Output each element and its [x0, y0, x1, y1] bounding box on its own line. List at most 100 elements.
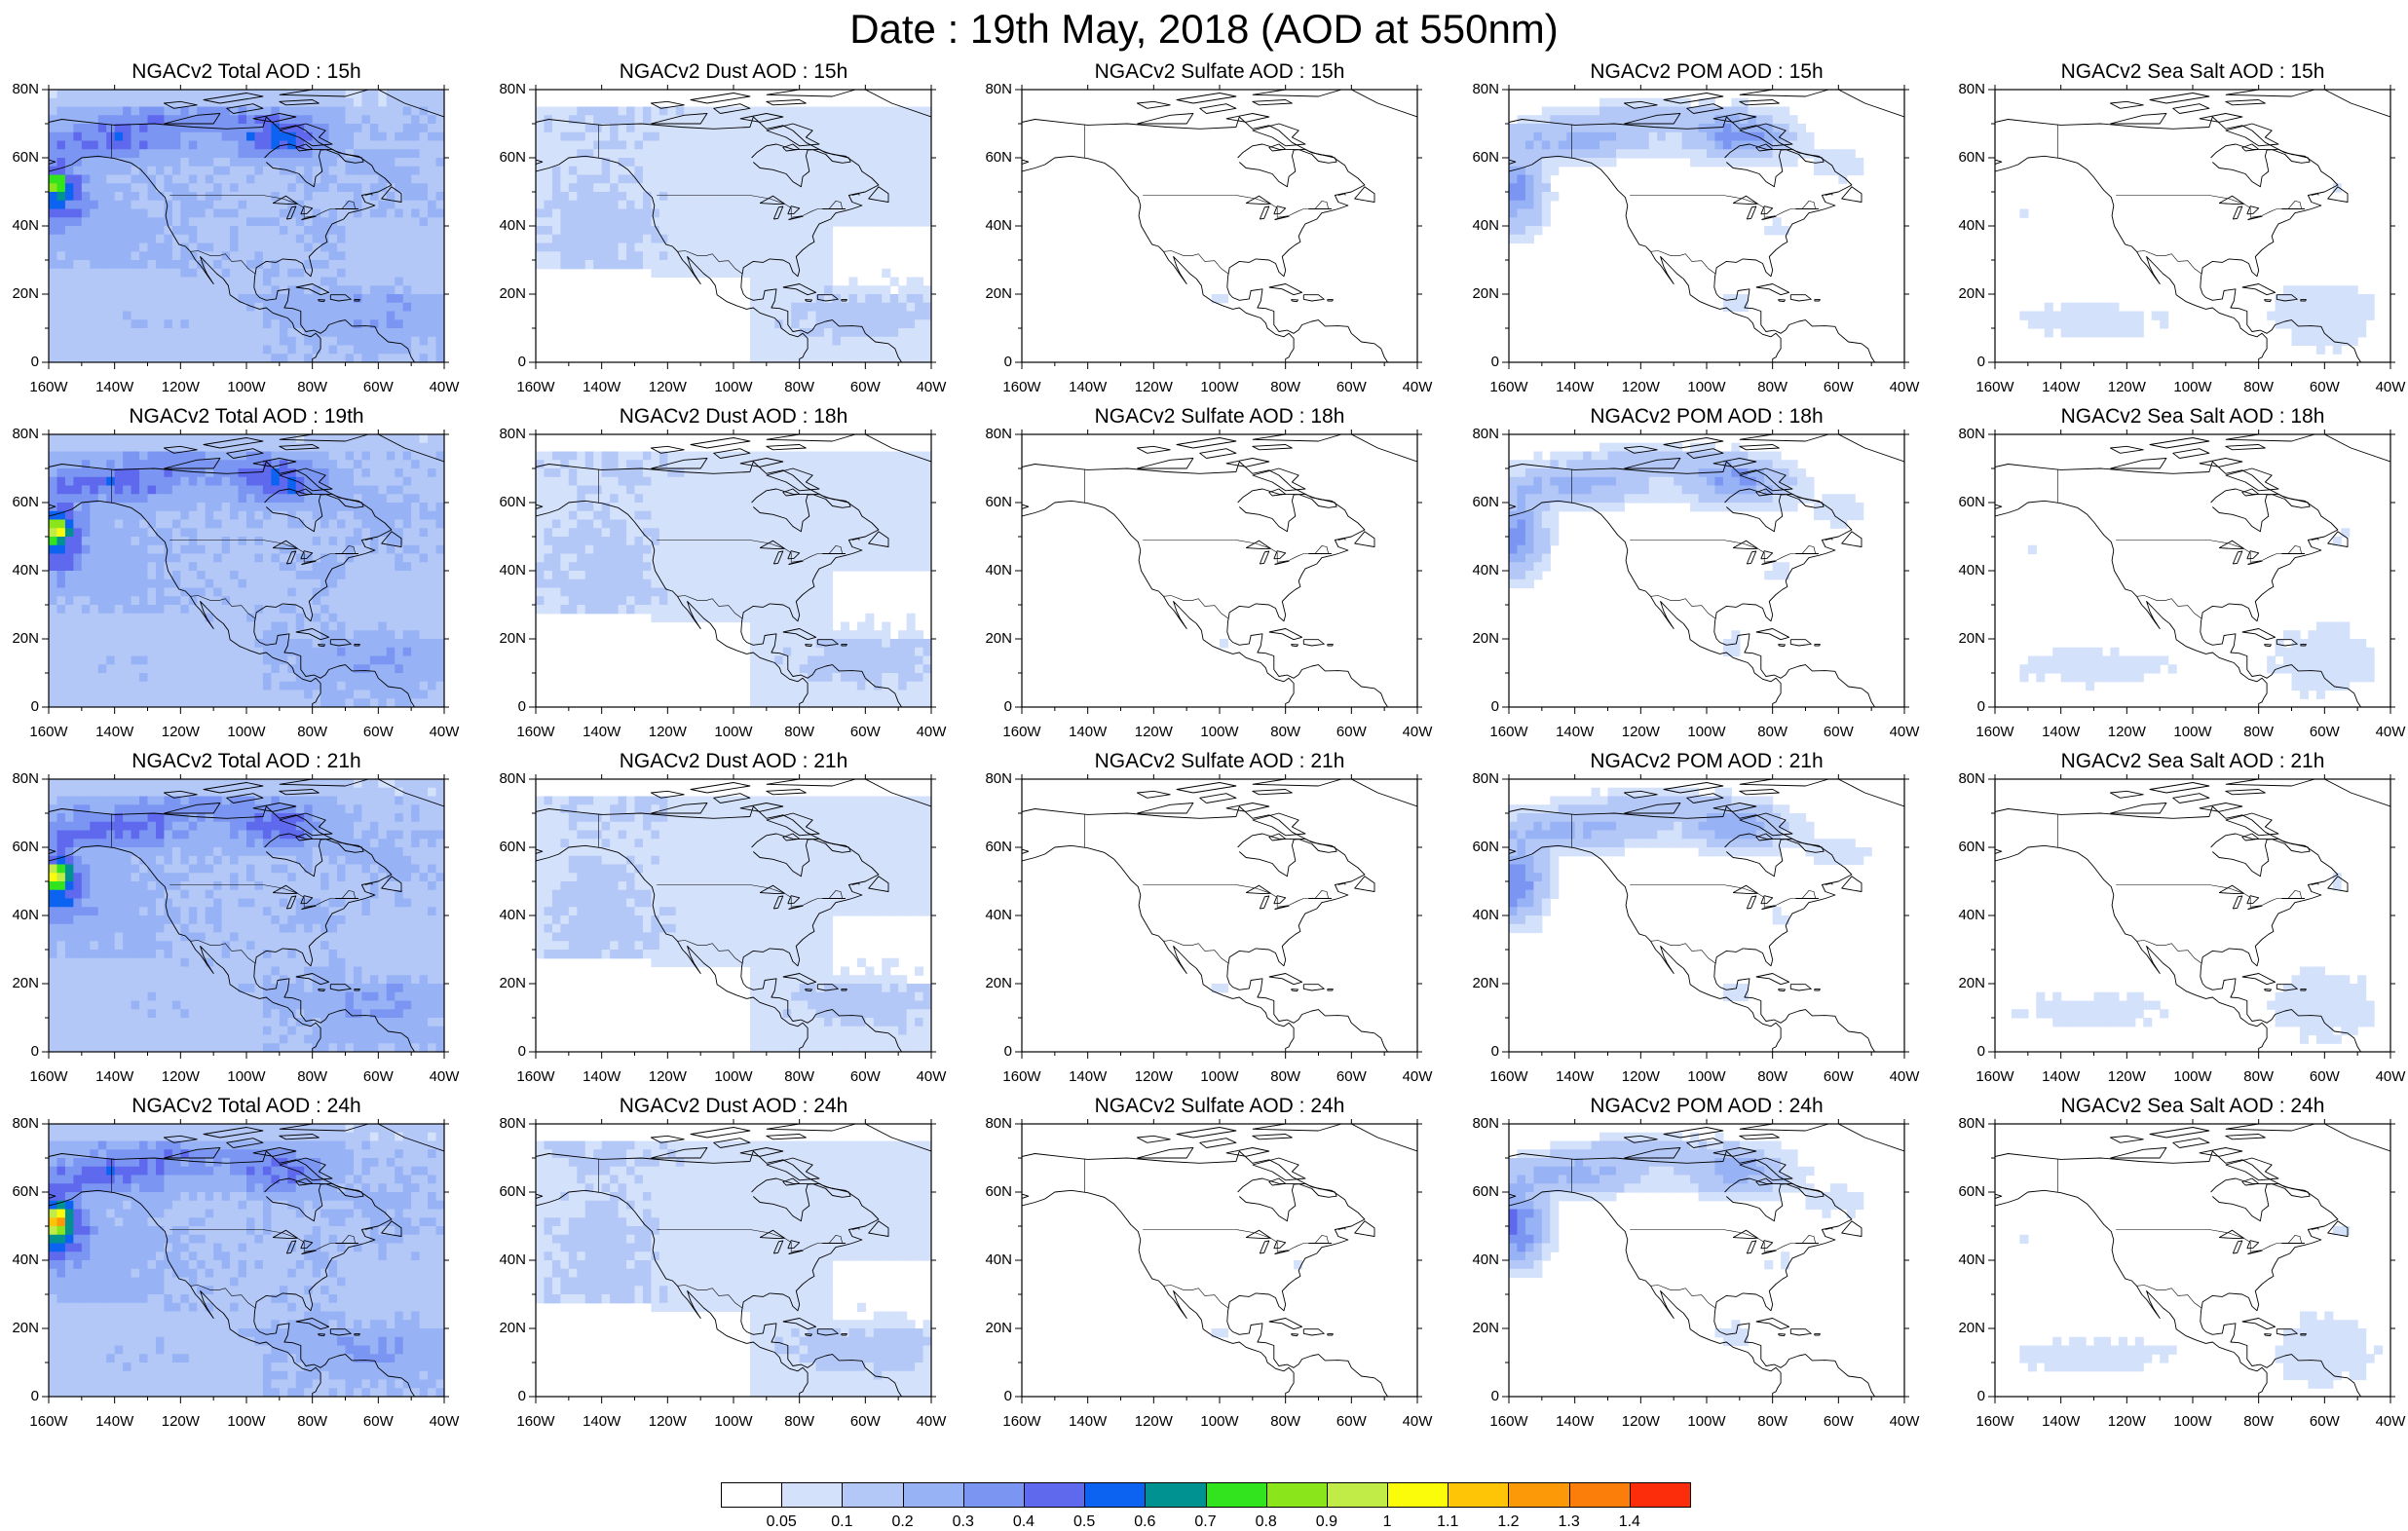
y-tick-label: 80N — [985, 1115, 1012, 1132]
country-borders — [598, 814, 843, 964]
y-tick-label: 20N — [1958, 630, 1985, 647]
x-tick-label: 120W — [1134, 1413, 1173, 1430]
coastline — [1995, 1124, 2390, 1397]
x-tick-label: 60W — [362, 724, 394, 740]
x-tick-label: 120W — [648, 379, 687, 395]
x-tick-label: 140W — [2042, 1413, 2081, 1430]
panel-title: NGACv2 Sulfate AOD : 18h — [1094, 405, 1345, 428]
x-tick-label: 120W — [1134, 379, 1173, 395]
country-borders — [2057, 1159, 2302, 1309]
y-tick-label: 0 — [1490, 1043, 1499, 1060]
x-tick-label: 100W — [227, 1413, 266, 1430]
x-tick-label: 160W — [1489, 1413, 1528, 1430]
y-tick-label: 20N — [499, 285, 526, 302]
colorbar-label: 0.5 — [1073, 1513, 1096, 1530]
coastline — [49, 434, 444, 707]
colorbar-swatch — [1387, 1482, 1449, 1508]
panel-title: NGACv2 Dust AOD : 21h — [619, 750, 848, 772]
map-panel: NGACv2 Dust AOD : 15h 80N 60N 40N 20N 0 160W 14… — [487, 60, 980, 421]
map-panel: NGACv2 Total AOD : 21h 80N 60N 40N 20N 0 160W 1… — [0, 750, 493, 1110]
y-tick-label: 40N — [1472, 907, 1499, 923]
country-borders — [2057, 125, 2302, 275]
aod-field — [536, 1140, 931, 1397]
colorbar-label: 0.6 — [1134, 1513, 1156, 1530]
map-panel: NGACv2 POM AOD : 18h 80N 60N 40N 20N 0 160W 140… — [1460, 405, 1953, 766]
coastline — [1995, 90, 2390, 362]
country-borders — [1571, 1159, 1816, 1309]
y-tick-label: 0 — [30, 1043, 39, 1060]
y-tick-label: 40N — [985, 1251, 1012, 1268]
x-tick-label: 120W — [648, 724, 687, 740]
coastline — [536, 779, 931, 1052]
x-tick-label: 140W — [1556, 1413, 1595, 1430]
map-panel: NGACv2 Sulfate AOD : 15h 80N 60N 40N 20N 0 160… — [973, 60, 1466, 421]
aod-map — [529, 429, 936, 714]
x-tick-label: 40W — [429, 724, 460, 740]
aod-map — [1502, 774, 1909, 1059]
y-tick-label: 40N — [1472, 1251, 1499, 1268]
aod-map — [42, 1119, 449, 1403]
x-tick-label: 100W — [2173, 1413, 2212, 1430]
panel-title: NGACv2 Sea Salt AOD : 21h — [2060, 750, 2325, 772]
coastline — [1022, 1124, 1417, 1397]
x-tick-label: 60W — [362, 379, 394, 395]
x-tick-label: 120W — [2107, 1413, 2146, 1430]
y-tick-label: 0 — [1976, 354, 1985, 370]
y-tick-label: 0 — [1976, 1043, 1985, 1060]
x-tick-label: 160W — [516, 724, 555, 740]
map-panel: NGACv2 Total AOD : 19th 80N 60N 40N 20N 0 160W… — [0, 405, 493, 766]
y-tick-label: 0 — [517, 698, 526, 715]
x-tick-label: 100W — [1200, 1413, 1239, 1430]
x-tick-label: 40W — [1889, 379, 1920, 395]
x-tick-label: 40W — [2375, 1413, 2406, 1430]
x-tick-label: 120W — [648, 1413, 687, 1430]
x-tick-label: 80W — [1757, 1068, 1788, 1085]
x-tick-label: 60W — [849, 1413, 881, 1430]
colorbar-label: 0.05 — [766, 1513, 797, 1530]
x-tick-label: 60W — [2309, 1068, 2340, 1085]
aod-map — [529, 85, 936, 369]
y-tick-label: 40N — [1958, 907, 1985, 923]
y-tick-label: 0 — [1003, 1043, 1012, 1060]
x-tick-label: 100W — [1687, 1413, 1726, 1430]
colorbar-label: 1.2 — [1497, 1513, 1520, 1530]
x-tick-label: 140W — [95, 1068, 134, 1085]
y-tick-label: 40N — [1472, 217, 1499, 234]
colorbar-swatch — [1448, 1482, 1510, 1508]
y-tick-label: 80N — [985, 770, 1012, 787]
y-tick-label: 20N — [985, 630, 1012, 647]
country-borders — [598, 1159, 843, 1309]
y-tick-label: 0 — [517, 354, 526, 370]
aod-field — [1211, 294, 1229, 304]
x-tick-label: 80W — [297, 724, 328, 740]
y-tick-label: 60N — [1958, 1183, 1985, 1200]
x-tick-label: 60W — [2309, 1413, 2340, 1430]
x-tick-label: 60W — [2309, 379, 2340, 395]
aod-field — [1211, 984, 1229, 993]
aod-map — [1015, 1119, 1422, 1403]
x-tick-label: 80W — [297, 1413, 328, 1430]
panel-title: NGACv2 POM AOD : 24h — [1590, 1095, 1824, 1117]
aod-field — [1509, 1132, 1864, 1347]
y-tick-label: 20N — [499, 975, 526, 991]
y-tick-label: 40N — [499, 562, 526, 579]
y-tick-label: 80N — [1958, 81, 1985, 97]
colorbar-label: 0.8 — [1255, 1513, 1277, 1530]
x-tick-label: 80W — [784, 1068, 815, 1085]
y-tick-label: 40N — [12, 217, 39, 234]
x-tick-label: 60W — [849, 724, 881, 740]
colorbar-swatch — [1508, 1482, 1570, 1508]
x-tick-label: 60W — [1336, 379, 1367, 395]
colorbar-swatch — [1084, 1482, 1147, 1508]
x-tick-label: 140W — [583, 379, 621, 395]
y-tick-label: 80N — [499, 81, 526, 97]
y-tick-label: 80N — [499, 426, 526, 442]
x-tick-label: 40W — [1402, 379, 1433, 395]
aod-field — [49, 779, 444, 1052]
x-tick-label: 160W — [1489, 379, 1528, 395]
map-panel: NGACv2 POM AOD : 21h 80N 60N 40N 20N 0 160W 140… — [1460, 750, 1953, 1110]
coastline — [1022, 779, 1417, 1052]
y-tick-label: 20N — [12, 1320, 39, 1336]
y-tick-label: 0 — [1490, 1388, 1499, 1404]
colorbar-swatch — [902, 1482, 964, 1508]
